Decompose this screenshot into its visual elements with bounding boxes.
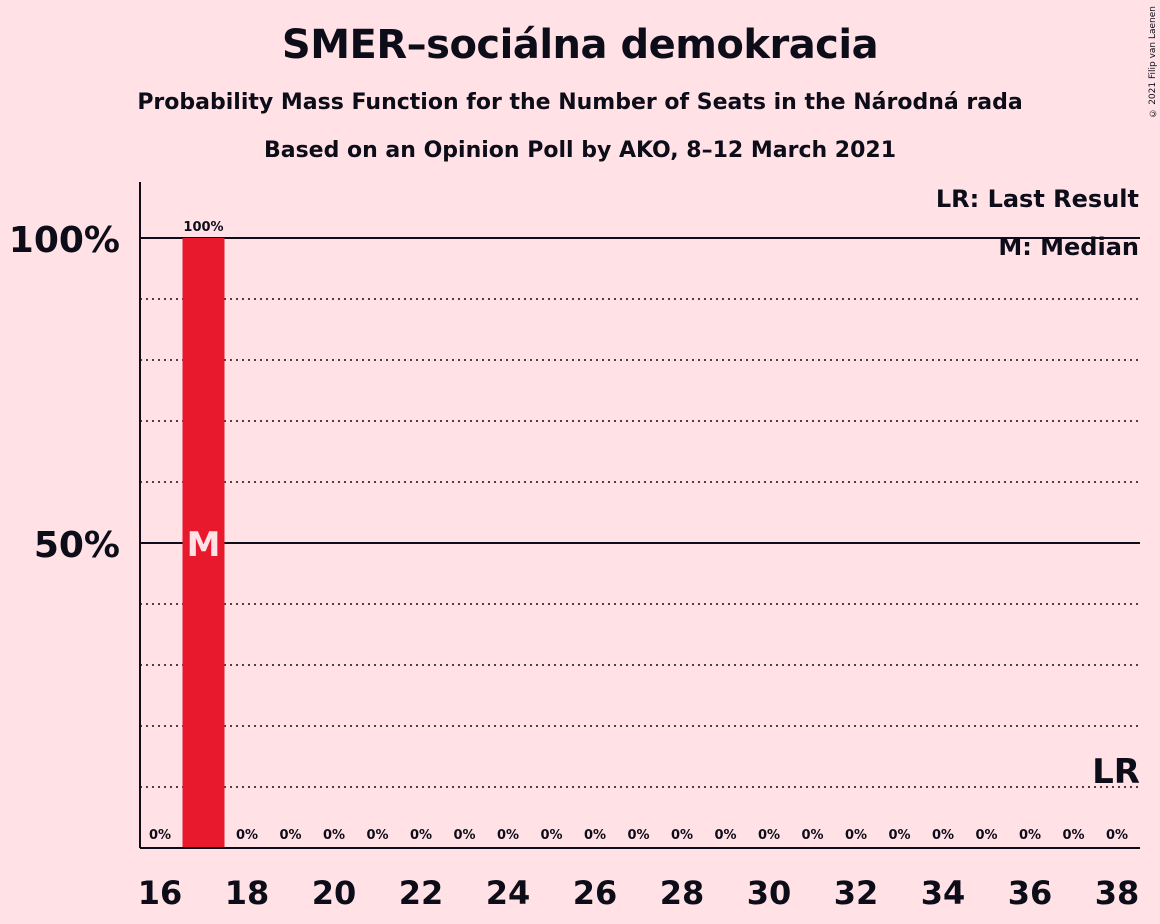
- bar-value-label: 0%: [714, 828, 736, 843]
- legend-last-result: LR: Last Result: [935, 185, 1139, 213]
- x-tick-label: 30: [747, 874, 792, 912]
- chart-title: SMER–sociálna demokracia: [281, 22, 879, 68]
- bar-value-label: 0%: [497, 828, 519, 843]
- legend-median: M: Median: [998, 233, 1139, 261]
- bar-value-label: 0%: [888, 828, 910, 843]
- bar-value-label: 0%: [236, 828, 258, 843]
- x-tick-label: 26: [573, 874, 618, 912]
- y-tick-label: 50%: [34, 525, 120, 566]
- bar-value-label: 0%: [627, 828, 649, 843]
- bar-value-label: 0%: [758, 828, 780, 843]
- bar-value-label: 0%: [1062, 828, 1084, 843]
- median-marker: M: [187, 525, 221, 565]
- x-tick-label: 38: [1095, 874, 1140, 912]
- y-tick-label: 100%: [9, 220, 120, 261]
- bar-value-label: 0%: [932, 828, 954, 843]
- x-tick-label: 36: [1008, 874, 1053, 912]
- bar-value-label: 0%: [540, 828, 562, 843]
- bar-value-label: 0%: [1019, 828, 1041, 843]
- x-tick-label: 16: [138, 874, 183, 912]
- chart-source: Based on an Opinion Poll by AKO, 8–12 Ma…: [263, 138, 897, 163]
- bar-value-label: 0%: [584, 828, 606, 843]
- x-tick-label: 32: [834, 874, 879, 912]
- bar-value-label: 0%: [366, 828, 388, 843]
- bar-value-label: 0%: [410, 828, 432, 843]
- x-tick-label: 28: [660, 874, 705, 912]
- bar-value-label: 0%: [279, 828, 301, 843]
- bar-value-label: 0%: [149, 828, 171, 843]
- x-tick-label: 24: [486, 874, 531, 912]
- bar-value-label: 0%: [671, 828, 693, 843]
- x-tick-label: 18: [225, 874, 270, 912]
- bar-value-label: 0%: [975, 828, 997, 843]
- bar-value-label: 0%: [453, 828, 475, 843]
- x-tick-label: 34: [921, 874, 966, 912]
- chart-subtitle: Probability Mass Function for the Number…: [137, 90, 1023, 115]
- x-tick-label: 22: [399, 874, 444, 912]
- bar: [182, 238, 225, 848]
- bar-value-label: 0%: [1106, 828, 1128, 843]
- bar-value-label: 0%: [845, 828, 867, 843]
- last-result-marker: LR: [1092, 752, 1140, 792]
- x-tick-label: 20: [312, 874, 357, 912]
- bar-value-label: 0%: [323, 828, 345, 843]
- bar-value-label: 100%: [183, 220, 223, 235]
- bar-value-label: 0%: [801, 828, 823, 843]
